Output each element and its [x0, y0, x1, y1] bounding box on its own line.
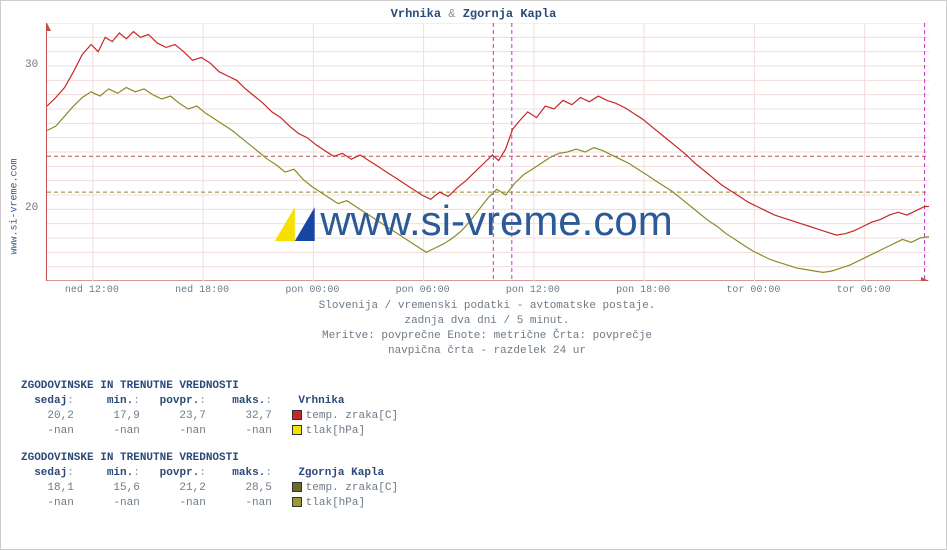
x-tick: tor 06:00: [837, 285, 891, 296]
legend-block-vrhnika: ZGODOVINSKE IN TRENUTNE VREDNOSTI sedaj:…: [21, 379, 398, 438]
x-tick: ned 18:00: [175, 285, 229, 296]
x-tick: pon 12:00: [506, 285, 560, 296]
legend-header-row: sedaj: min.: povpr.: maks.: Vrhnika: [21, 394, 398, 409]
chart-caption: Slovenija / vremenski podatki - avtomats…: [46, 299, 928, 358]
plot-svg: [47, 23, 929, 281]
legend-title: ZGODOVINSKE IN TRENUTNE VREDNOSTI: [21, 379, 398, 394]
x-tick: pon 00:00: [285, 285, 339, 296]
legend-data-row: -nan -nan -nan -nan tlak[hPa]: [21, 496, 398, 511]
caption-line: zadnja dva dni / 5 minut.: [46, 314, 928, 329]
plot-area: [46, 23, 928, 281]
legend-data-row: 18,1 15,6 21,2 28,5 temp. zraka[C]: [21, 481, 398, 496]
x-tick: pon 18:00: [616, 285, 670, 296]
caption-line: navpična črta - razdelek 24 ur: [46, 344, 928, 359]
y-tick: 20: [25, 202, 38, 214]
caption-line: Slovenija / vremenski podatki - avtomats…: [46, 299, 928, 314]
caption-line: Meritve: povprečne Enote: metrične Črta:…: [46, 329, 928, 344]
legend-data-row: 20,2 17,9 23,7 32,7 temp. zraka[C]: [21, 409, 398, 424]
y-tick: 30: [25, 59, 38, 71]
legend-block-zgornja-kapla: ZGODOVINSKE IN TRENUTNE VREDNOSTI sedaj:…: [21, 451, 398, 510]
title-series-b: Zgornja Kapla: [463, 7, 557, 21]
outer-ylabel-text: www.si-vreme.com: [10, 147, 21, 267]
x-tick: pon 06:00: [396, 285, 450, 296]
chart-title: Vrhnika & Zgornja Kapla: [1, 7, 946, 21]
x-tick: ned 12:00: [65, 285, 119, 296]
legend-header-row: sedaj: min.: povpr.: maks.: Zgornja Kapl…: [21, 466, 398, 481]
outer-ylabel: www.si-vreme.com: [5, 146, 17, 266]
title-series-a: Vrhnika: [391, 7, 441, 21]
legend-data-row: -nan -nan -nan -nan tlak[hPa]: [21, 424, 398, 439]
chart-container: www.si-vreme.com Vrhnika & Zgornja Kapla…: [0, 0, 947, 550]
x-tick: tor 00:00: [726, 285, 780, 296]
title-amp: &: [448, 7, 455, 21]
legend-title: ZGODOVINSKE IN TRENUTNE VREDNOSTI: [21, 451, 398, 466]
